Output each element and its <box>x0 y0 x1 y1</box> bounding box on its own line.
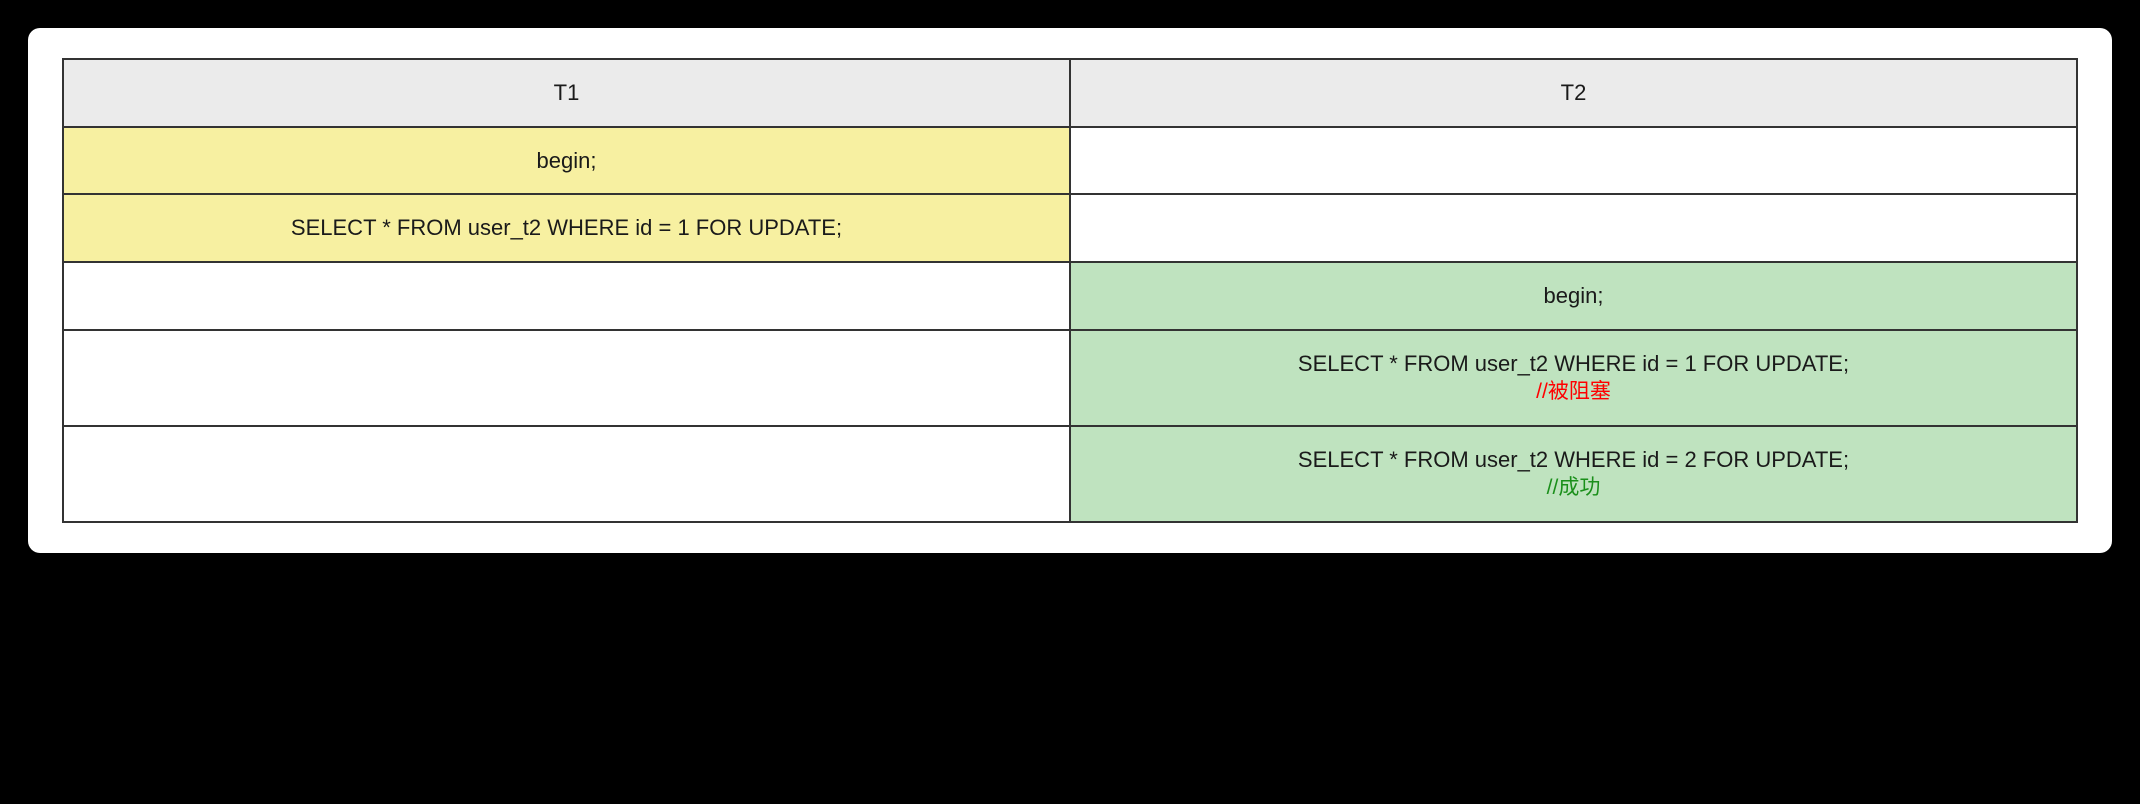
cell-t2: begin; <box>1070 262 2077 330</box>
cell-t2 <box>1070 194 2077 262</box>
cell-t1 <box>63 330 1070 426</box>
cell-text: SELECT * FROM user_t2 WHERE id = 1 FOR U… <box>291 215 842 240</box>
cell-t2: SELECT * FROM user_t2 WHERE id = 2 FOR U… <box>1070 426 2077 522</box>
cell-t2 <box>1070 127 2077 195</box>
cell-t1: SELECT * FROM user_t2 WHERE id = 1 FOR U… <box>63 194 1070 262</box>
cell-note-blocked: //被阻塞 <box>1083 378 2064 406</box>
cell-note-success: //成功 <box>1083 474 2064 502</box>
cell-t2: SELECT * FROM user_t2 WHERE id = 1 FOR U… <box>1070 330 2077 426</box>
cell-t1 <box>63 262 1070 330</box>
cell-text: SELECT * FROM user_t2 WHERE id = 1 FOR U… <box>1298 351 1849 376</box>
col-header-t1: T1 <box>63 59 1070 127</box>
table-row: SELECT * FROM user_t2 WHERE id = 1 FOR U… <box>63 330 2077 426</box>
col-header-t2: T2 <box>1070 59 2077 127</box>
cell-text: begin; <box>1544 283 1604 308</box>
diagram-panel: T1 T2 begin; SELECT * FROM user_t2 WHERE… <box>28 28 2112 553</box>
table-row: begin; <box>63 262 2077 330</box>
cell-t1: begin; <box>63 127 1070 195</box>
cell-t1 <box>63 426 1070 522</box>
cell-text: begin; <box>537 148 597 173</box>
table-row: begin; <box>63 127 2077 195</box>
table-header-row: T1 T2 <box>63 59 2077 127</box>
table-row: SELECT * FROM user_t2 WHERE id = 1 FOR U… <box>63 194 2077 262</box>
transaction-table: T1 T2 begin; SELECT * FROM user_t2 WHERE… <box>62 58 2078 523</box>
table-row: SELECT * FROM user_t2 WHERE id = 2 FOR U… <box>63 426 2077 522</box>
cell-text: SELECT * FROM user_t2 WHERE id = 2 FOR U… <box>1298 447 1849 472</box>
